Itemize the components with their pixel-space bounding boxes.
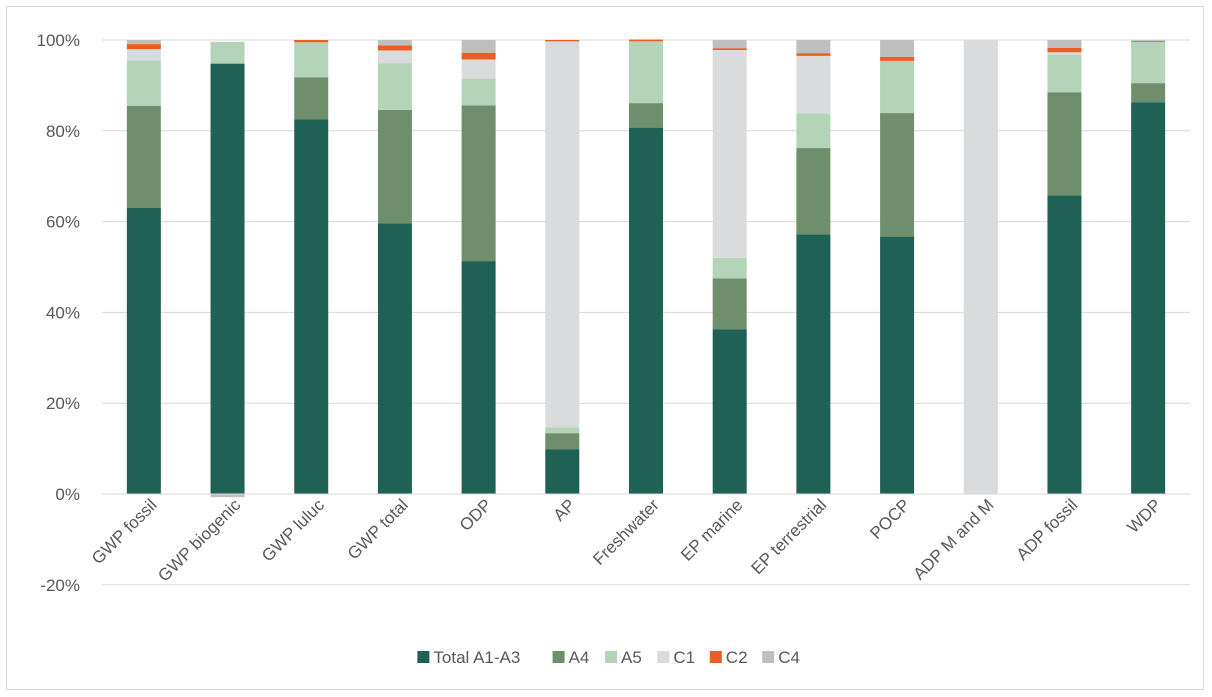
legend-swatch: [762, 651, 775, 663]
bar-segment-c1: [1047, 52, 1082, 55]
y-tick-label: 80%: [46, 122, 80, 141]
legend-swatch: [709, 651, 722, 663]
x-tick-label: EP marine: [677, 495, 746, 564]
bar-segment-a4: [880, 113, 915, 237]
bar-segment-c1: [545, 41, 580, 428]
y-tick-label: 0%: [55, 485, 80, 504]
x-tick-label: GWP total: [344, 495, 412, 563]
y-tick-label: 60%: [46, 213, 80, 232]
bar-segment-a5: [210, 41, 245, 64]
bar-segment-c1: [796, 55, 831, 114]
bar-segment-a4: [461, 105, 496, 262]
bar-segment-c2: [377, 45, 412, 51]
bar-segment-a4: [1131, 83, 1166, 103]
x-tick-label: GWP biogenic: [154, 495, 244, 585]
x-tick-label: POCP: [866, 495, 914, 543]
bar-segment-c2: [880, 56, 915, 61]
bar-segment-a5: [880, 60, 915, 114]
bar-segment-c4: [210, 494, 245, 498]
legend-entry: A4: [569, 648, 590, 667]
bar-segment-a5: [796, 113, 831, 149]
bar-segment-c1: [712, 49, 747, 258]
x-tick-label: ODP: [456, 495, 495, 534]
legend-swatch: [605, 651, 617, 663]
bar-segment-c1: [461, 59, 496, 79]
bar-segment-a4: [1047, 92, 1082, 196]
bar-segment-c2: [461, 52, 496, 60]
bar-segment-a5: [126, 60, 161, 106]
legend-entry: C4: [778, 648, 800, 667]
bar-segment-total-a1-a3: [1131, 102, 1166, 494]
x-tick-label: Freshwater: [589, 495, 663, 569]
bar-segment-a5: [461, 78, 496, 106]
bar-segment-c2: [545, 40, 580, 42]
bar-segment-total-a1-a3: [461, 261, 496, 494]
bar-segment-c2: [796, 53, 831, 56]
bar-segment-c4: [377, 40, 412, 46]
bar-segment-c4: [880, 40, 915, 57]
bar-segment-a4: [126, 105, 161, 208]
bar-segment-total-a1-a3: [629, 127, 663, 494]
x-tick-label: AP: [550, 495, 579, 524]
legend-swatch: [657, 651, 670, 663]
bar-segment-a5: [377, 63, 412, 110]
x-tick-label: EP terrestrial: [748, 495, 831, 578]
bar-segment-c4: [796, 40, 831, 54]
chart-frame: [6, 6, 1204, 690]
bar-segment-a5: [294, 42, 329, 78]
bar-segment-c2: [1131, 40, 1166, 42]
bar-segment-total-a1-a3: [545, 449, 580, 494]
legend-entry: A5: [621, 648, 642, 667]
bar-segment-c4: [461, 40, 496, 53]
bar-segment-a5: [712, 257, 747, 279]
bar-segment-c2: [126, 44, 161, 50]
legend-swatch: [552, 651, 565, 663]
bar-segment-a4: [796, 148, 831, 235]
bar-segment-c4: [126, 40, 161, 45]
bar-segment-c2: [712, 48, 747, 50]
x-tick-label: ADP M and M: [910, 495, 998, 583]
bar-segment-c1: [126, 49, 161, 61]
bar-segment-a4: [629, 103, 663, 128]
x-tick-label: GWP luluc: [258, 495, 328, 565]
x-tick-label: GWP fossil: [88, 495, 161, 568]
y-tick-label: 20%: [46, 394, 80, 413]
x-tick-label: ADP fossil: [1013, 495, 1082, 564]
legend-entry: Total A1-A3: [433, 648, 520, 667]
bar-segment-a4: [712, 278, 747, 330]
bar-segment-total-a1-a3: [1047, 195, 1082, 494]
bar-segment-total-a1-a3: [210, 63, 245, 494]
bar-segment-a5: [629, 41, 663, 104]
bar-segment-a4: [377, 109, 412, 224]
y-tick-label: -20%: [40, 576, 80, 595]
bar-segment-c1: [377, 50, 412, 64]
bar-segment-c4: [712, 40, 747, 49]
bar-segment-a5: [545, 427, 580, 434]
bar-segment-c2: [1047, 47, 1082, 53]
bar-segment-a4: [294, 77, 329, 120]
bar-segment-total-a1-a3: [377, 223, 412, 494]
y-tick-label: 40%: [46, 303, 80, 322]
legend-entry: C1: [673, 648, 695, 667]
bar-segment-c4: [1131, 40, 1166, 41]
bar-segment-total-a1-a3: [126, 207, 161, 495]
bar-segment-total-a1-a3: [880, 236, 915, 494]
bar-segment-a4: [545, 433, 580, 450]
legend-entry: C2: [726, 648, 748, 667]
legend-swatch: [417, 651, 430, 663]
bar-segment-a5: [1047, 54, 1082, 93]
bar-segment-c2: [629, 39, 663, 42]
x-tick-label: WDP: [1123, 495, 1164, 536]
bar-segment-total-a1-a3: [796, 234, 831, 494]
bar-segment-total-a1-a3: [712, 329, 747, 494]
bar-segment-c2: [294, 40, 329, 43]
bar-segment-total-a1-a3: [294, 119, 329, 494]
bar-segment-c4: [1047, 40, 1082, 48]
bar-segment-a5: [1131, 41, 1166, 84]
y-tick-label: 100%: [37, 31, 80, 50]
bar-segment-c1: [963, 40, 998, 494]
